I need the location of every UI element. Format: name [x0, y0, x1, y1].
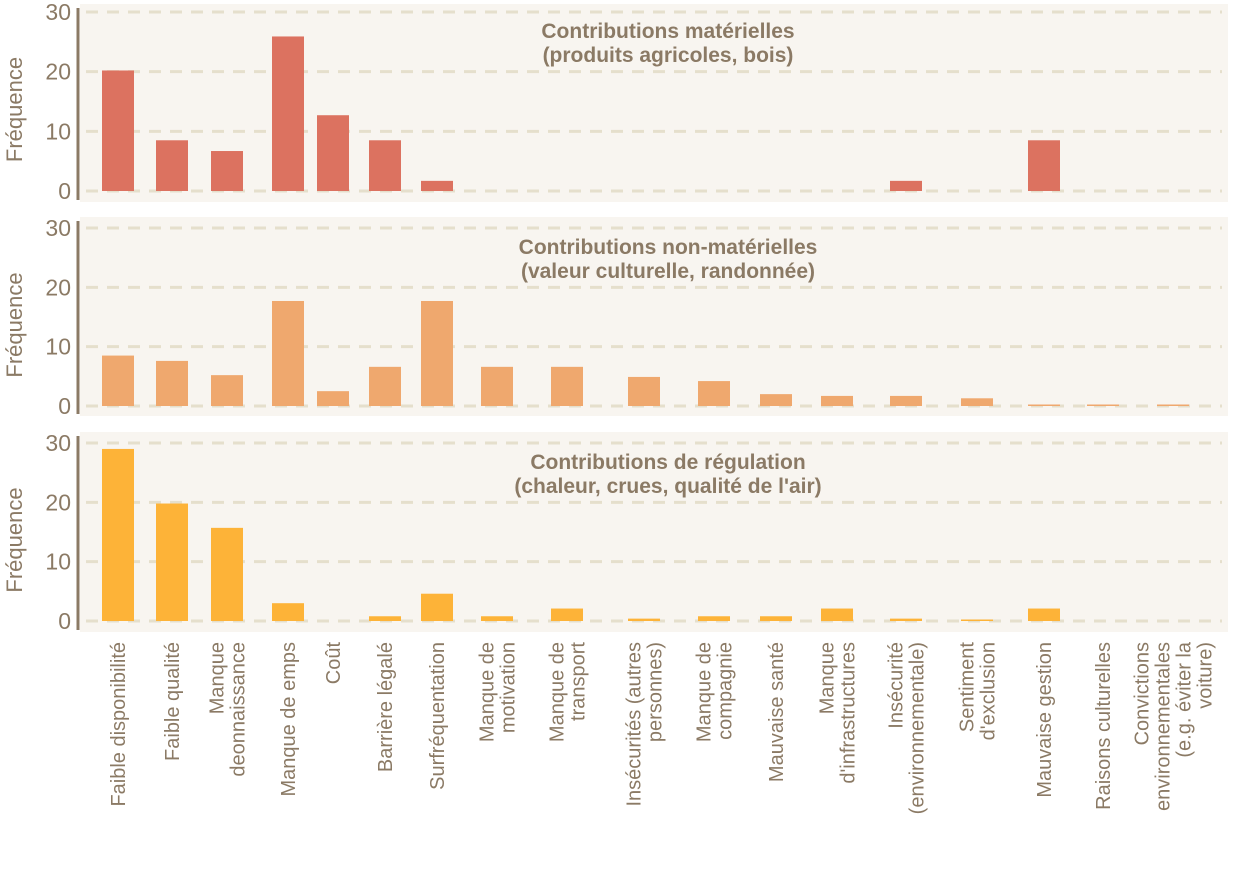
bar: [102, 355, 134, 406]
bar: [102, 448, 134, 621]
x-tick-label: Manque de: [694, 642, 716, 742]
x-tick-label: Insécurités (autres: [624, 642, 646, 807]
bar: [890, 180, 922, 191]
x-tick-label: Manque: [817, 642, 839, 714]
bar: [760, 394, 792, 406]
bar: [760, 616, 792, 621]
x-tick-label: Insécurité: [886, 642, 908, 729]
bar: [156, 140, 188, 191]
panel-title: (valeur culturelle, randonnée): [521, 260, 815, 283]
x-tick-label: Barrière légalé: [375, 642, 397, 772]
x-tick-label: personnes): [645, 642, 667, 742]
bar: [481, 366, 513, 406]
x-tick-label: Manque de emps: [278, 642, 300, 797]
bar: [421, 593, 453, 621]
y-tick-label: 10: [45, 118, 71, 144]
x-tick-label: d'exclusion: [978, 642, 1000, 740]
x-tick-label: Manque de: [547, 642, 569, 742]
y-axis-label: Fréquence: [2, 487, 27, 592]
bar: [317, 115, 349, 191]
y-tick-label: 0: [58, 608, 71, 634]
bar: [272, 300, 304, 406]
panel-background: [80, 432, 1228, 632]
bar: [369, 140, 401, 191]
bar: [628, 376, 660, 406]
bar: [211, 527, 243, 621]
bar: [551, 608, 583, 621]
x-tick-label: Convictions: [1132, 642, 1154, 745]
x-tick-label: Faible qualité: [162, 642, 184, 761]
bar: [272, 36, 304, 191]
x-tick-label: Mauvaise santé: [766, 642, 788, 782]
panel-title: (chaleur, crues, qualité de l'air): [514, 475, 821, 498]
bar: [628, 618, 660, 621]
bar: [890, 395, 922, 406]
panel-3: 0 10 20 30 Fréquence Contributions de régulat…: [2, 430, 1228, 634]
bar: [1087, 404, 1119, 406]
x-tick-label: d'infrastructures: [838, 642, 860, 784]
bar: [272, 603, 304, 621]
x-tick-label: motivation: [498, 642, 520, 733]
bar: [421, 300, 453, 406]
bar: [369, 366, 401, 406]
x-tick-label: (e.g. éviter la: [1174, 641, 1196, 757]
y-tick-label: 20: [45, 489, 71, 515]
y-tick-label: 20: [45, 59, 71, 85]
bar: [211, 151, 243, 191]
y-axis-label: Fréquence: [2, 57, 27, 162]
bar: [698, 381, 730, 406]
y-tick-label: 20: [45, 274, 71, 300]
x-tick-label: Faible disponibilité: [108, 642, 130, 807]
panel-title: Contributions non-matérielles: [519, 236, 818, 259]
x-tick-label: Surfréquentation: [427, 642, 449, 790]
bar: [317, 391, 349, 406]
panel-1: 0 10 20 30 Fréquence Contributions matérielle…: [2, 0, 1228, 204]
x-tick-label: voiture): [1195, 642, 1217, 709]
panel-2: 0 10 20 30 Fréquence Contributions non-matéri…: [2, 215, 1228, 419]
bar: [961, 398, 993, 406]
panel-title: Contributions matérielles: [541, 20, 794, 43]
bar: [890, 618, 922, 621]
y-tick-label: 0: [58, 393, 71, 419]
y-axis-label: Fréquence: [2, 272, 27, 377]
bar: [156, 360, 188, 406]
bar: [481, 616, 513, 621]
bar: [1028, 140, 1060, 191]
x-axis-labels: Faible disponibilité Faible qualité Manque…: [108, 641, 1217, 814]
x-tick-label: compagnie: [715, 642, 737, 740]
x-tick-label: Manque: [207, 642, 229, 714]
panel-title: (produits agricoles, bois): [543, 44, 794, 67]
bar: [102, 70, 134, 191]
bar: [211, 375, 243, 406]
x-tick-label: deonnaissance: [228, 642, 250, 777]
x-tick-label: Manque de: [477, 642, 499, 742]
bar: [369, 616, 401, 621]
x-tick-label: environnementales: [1153, 642, 1175, 811]
bar: [1028, 404, 1060, 406]
x-tick-label: Mauvaise gestion: [1034, 642, 1056, 798]
bar: [821, 608, 853, 621]
bar: [1157, 404, 1189, 406]
y-tick-label: 0: [58, 178, 71, 204]
y-tick-label: 30: [45, 215, 71, 241]
y-tick-label: 30: [45, 0, 71, 25]
y-tick-label: 30: [45, 430, 71, 456]
x-tick-label: Raisons culturelles: [1093, 642, 1115, 810]
bar: [156, 503, 188, 621]
bar: [1028, 608, 1060, 621]
y-tick-label: 10: [45, 334, 71, 360]
panel-title: Contributions de régulation: [530, 451, 805, 474]
bar: [961, 619, 993, 621]
x-tick-label: Coût: [323, 642, 345, 685]
bar: [698, 616, 730, 621]
bar: [551, 366, 583, 406]
x-tick-label: Sentiment: [957, 642, 979, 732]
y-tick-label: 10: [45, 549, 71, 575]
bar: [821, 395, 853, 406]
x-tick-label: transport: [568, 642, 590, 721]
bar: [421, 180, 453, 191]
x-tick-label: (environnementale): [907, 642, 929, 814]
